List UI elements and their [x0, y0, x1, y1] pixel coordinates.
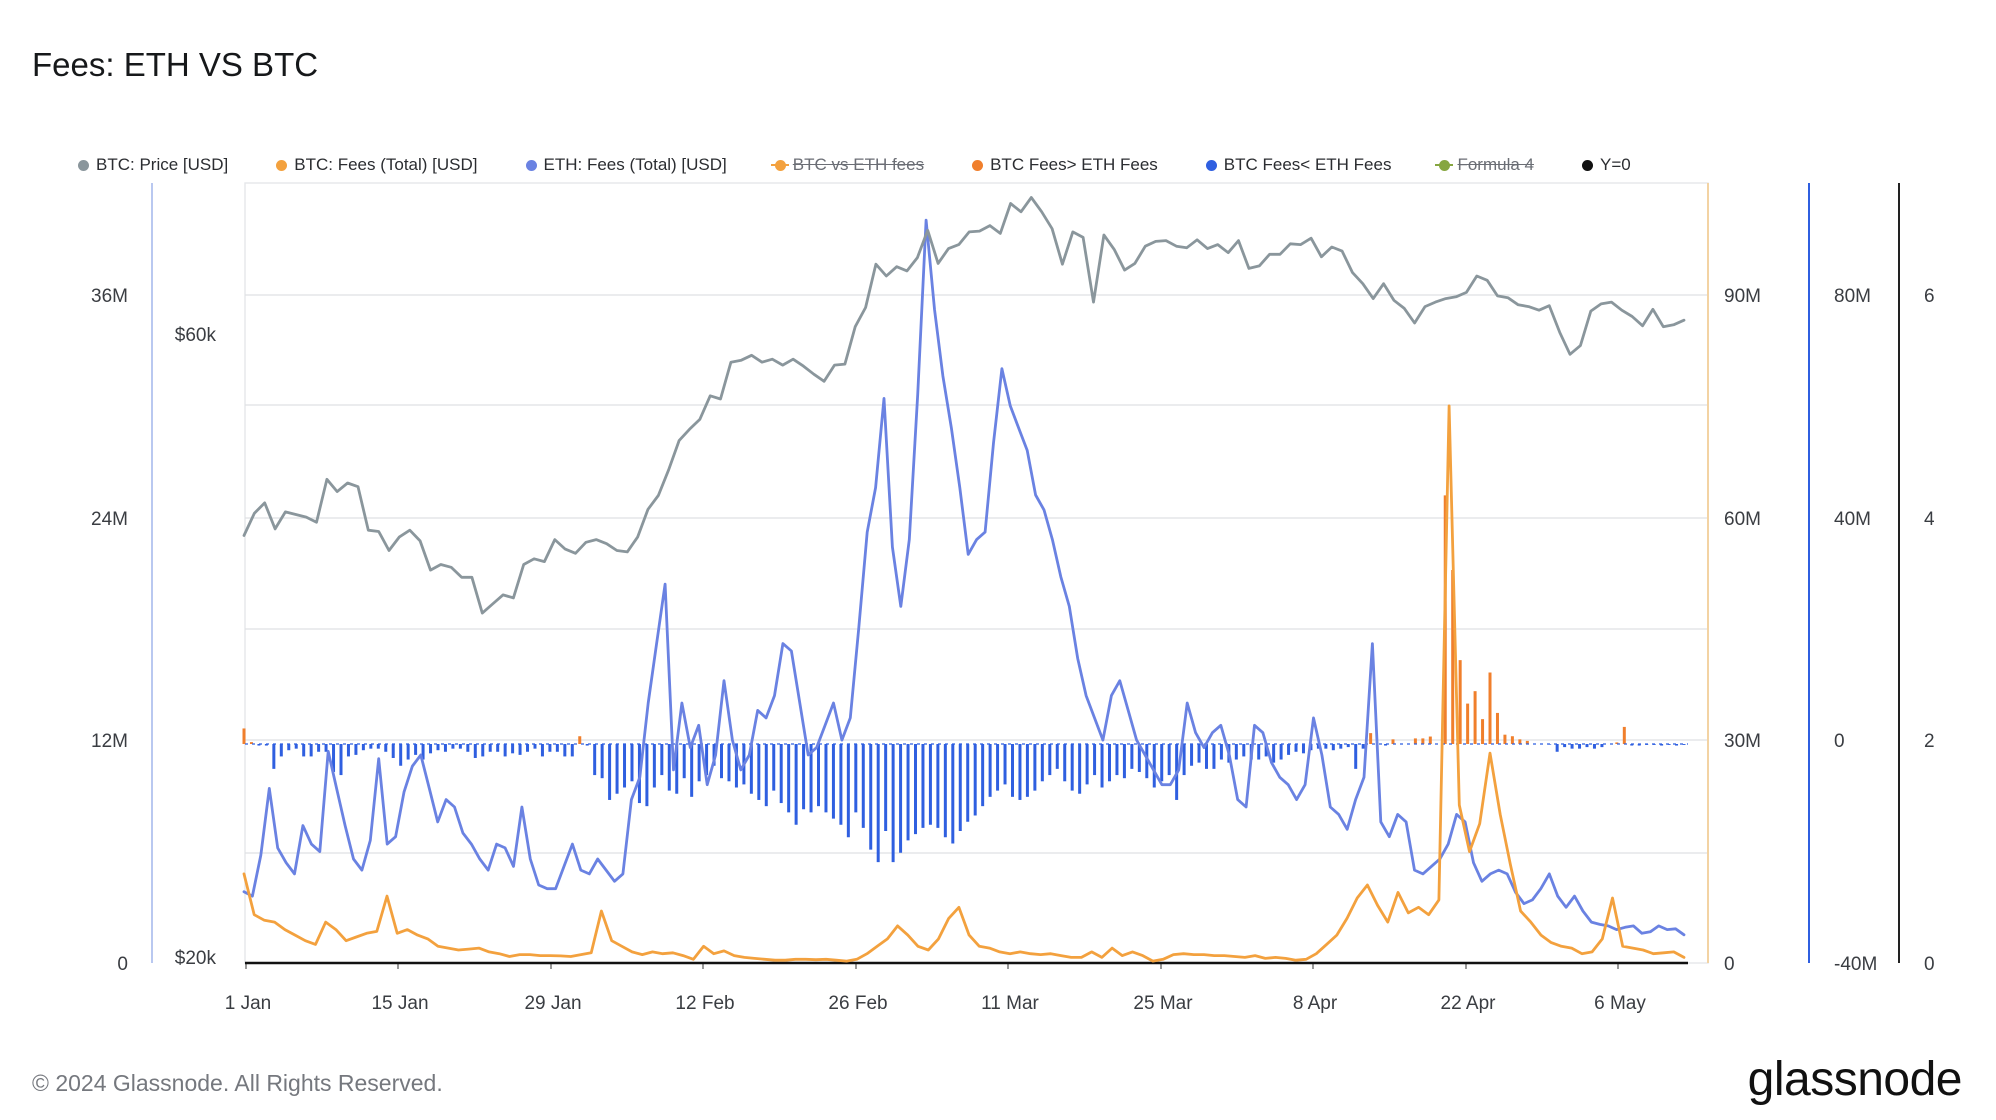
x-tick-label: 25 Mar [1133, 993, 1193, 1014]
legend-label: BTC vs ETH fees [792, 155, 925, 174]
legend-item-4[interactable]: BTC Fees> ETH Fees [972, 155, 1158, 175]
x-tick-label: 29 Jan [524, 993, 581, 1014]
legend-item-0[interactable]: BTC: Price [USD] [78, 155, 228, 175]
legend-label: BTC: Fees (Total) [USD] [294, 155, 478, 174]
tick-label-ratio: 0 [1924, 954, 1935, 975]
legend-item-6[interactable]: Formula 4 [1435, 155, 1534, 175]
series-lines [242, 196, 1688, 965]
legend-label: Formula 4 [1457, 155, 1534, 174]
legend-dot-icon [972, 159, 984, 171]
tick-label-btc-fees: 24M [91, 509, 128, 530]
legend-item-7[interactable]: Y=0 [1582, 155, 1631, 175]
legend-dot-icon [525, 159, 537, 171]
tick-label-eth-fees: 30M [1724, 731, 1761, 752]
legend: BTC: Price [USD] BTC: Fees (Total) [USD] E… [78, 155, 1679, 175]
tick-label-btc-fees: 0 [117, 954, 128, 975]
tick-label-diff: 80M [1834, 286, 1871, 307]
tick-label-eth-fees: 60M [1724, 509, 1761, 530]
legend-label: BTC Fees< ETH Fees [1223, 155, 1392, 174]
x-tick-label: 11 Mar [981, 993, 1039, 1014]
legend-label: ETH: Fees (Total) [USD] [543, 155, 727, 174]
line-btc-fees [242, 404, 1686, 963]
brand-logo: glassnode [1747, 1053, 1963, 1106]
legend-label: BTC: Price [USD] [96, 155, 229, 174]
legend-label: Y=0 [1600, 155, 1631, 174]
grid-lines [244, 182, 1709, 964]
copyright-footer: © 2024 Glassnode. All Rights Reserved. [32, 1070, 443, 1096]
chart-title: Fees: ETH VS BTC [32, 46, 319, 83]
x-tick-label: 1 Jan [225, 993, 271, 1014]
tick-label-diff: 40M [1834, 509, 1871, 530]
tick-label-ratio: 6 [1924, 286, 1935, 307]
tick-label-ratio: 4 [1924, 509, 1935, 530]
legend-item-1[interactable]: BTC: Fees (Total) [USD] [276, 155, 478, 175]
legend-dot-icon [276, 159, 288, 171]
legend-item-2[interactable]: ETH: Fees (Total) [USD] [525, 155, 727, 175]
x-tick-label: 22 Apr [1441, 993, 1497, 1014]
legend-dot-icon [78, 159, 89, 171]
legend-label: BTC Fees> ETH Fees [990, 155, 1158, 174]
legend-item-3[interactable]: BTC vs ETH fees [770, 155, 925, 175]
tick-label-btc-price: $20k [175, 948, 217, 969]
legend-item-5[interactable]: BTC Fees< ETH Fees [1205, 155, 1392, 175]
tick-label-eth-fees: 90M [1724, 286, 1761, 307]
x-tick-label: 15 Jan [371, 993, 428, 1014]
legend-dot-icon [770, 159, 789, 171]
tick-label-eth-fees: 0 [1724, 954, 1735, 975]
tick-label-diff: -40M [1834, 954, 1877, 975]
legend-dot-icon [1205, 159, 1217, 171]
tick-label-btc-fees: 36M [91, 286, 128, 307]
line-eth-fees [242, 218, 1686, 937]
tick-label-diff: 0 [1834, 731, 1845, 752]
tick-label-btc-fees: 12M [91, 731, 128, 752]
tick-label-ratio: 2 [1924, 731, 1935, 752]
tick-labels: 0 12M 24M 36M $20k $60k 0 30M 60M 90M -40M 0 40M 80M 0… [91, 286, 1935, 1014]
legend-dot-icon [1582, 159, 1593, 171]
tick-label-btc-price: $60k [175, 325, 217, 346]
x-tick-label: 26 Feb [828, 993, 887, 1014]
plot-frame [244, 182, 1709, 964]
x-tick-label: 6 May [1594, 993, 1646, 1014]
axes [151, 183, 1900, 969]
x-tick-label: 12 Feb [675, 993, 734, 1014]
x-tick-label: 8 Apr [1293, 993, 1338, 1014]
legend-dot-icon [1435, 159, 1454, 171]
line-btc-price [242, 196, 1686, 615]
diff-bars [242, 495, 1686, 863]
